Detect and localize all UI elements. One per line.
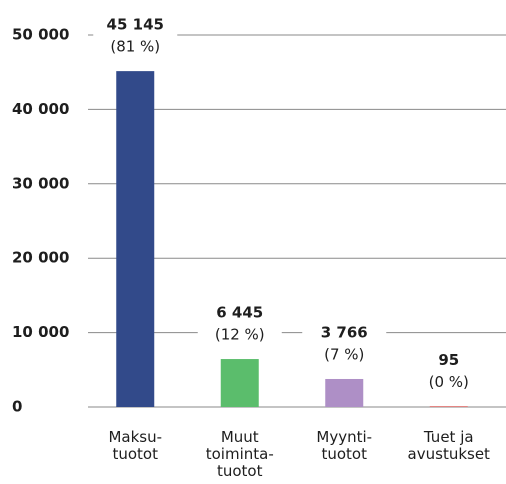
- x-tick-label: Muut toiminta-tuotot: [206, 428, 274, 480]
- y-tick-label: 30 000: [12, 174, 69, 192]
- share-label: (12 %): [215, 326, 265, 344]
- value-label: 3 766: [321, 323, 368, 341]
- y-tick-label: 0: [12, 398, 22, 416]
- bar: [429, 406, 468, 407]
- value-label: 95: [438, 351, 459, 369]
- y-tick-label: 20 000: [12, 249, 69, 267]
- label-bg: [93, 13, 178, 60]
- share-label: (0 %): [429, 373, 469, 391]
- x-tick-label: Myynti-tuotot: [316, 428, 372, 463]
- y-tick-label: 50 000: [12, 26, 69, 44]
- y-tick-label: 10 000: [12, 323, 69, 341]
- y-tick-label: 40 000: [12, 100, 69, 118]
- x-tick-label: Tuet ja avustukset: [408, 428, 491, 463]
- bar: [325, 378, 364, 407]
- label-bg: [302, 320, 387, 367]
- share-label: (81 %): [110, 38, 160, 56]
- value-label: 45 145: [107, 16, 164, 34]
- bar: [220, 359, 259, 407]
- bar: [116, 71, 155, 407]
- label-bg: [406, 348, 491, 395]
- label-bg: [197, 301, 282, 348]
- share-label: (7 %): [324, 345, 364, 363]
- value-label: 6 445: [216, 304, 263, 322]
- x-tick-label: Maksu-tuotot: [108, 428, 162, 463]
